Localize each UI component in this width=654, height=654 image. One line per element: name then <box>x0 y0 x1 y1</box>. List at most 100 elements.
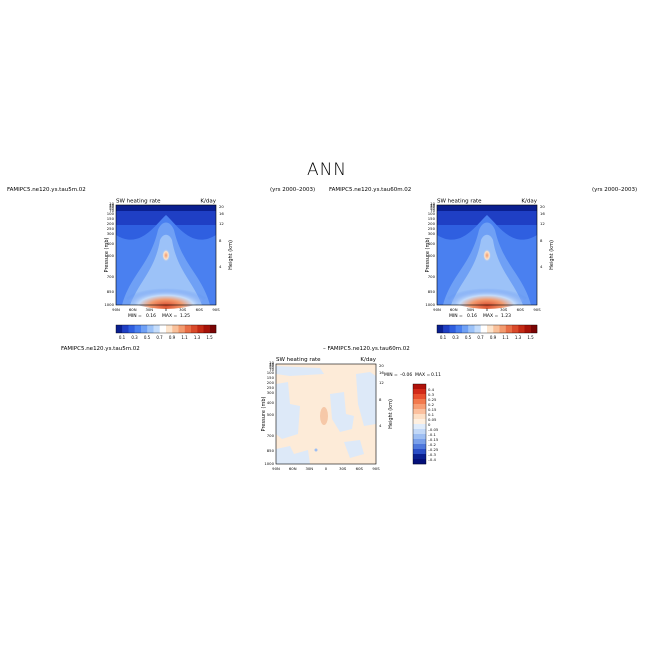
colorbar-swatch <box>413 404 426 410</box>
panel3-cb-label: 0.1 <box>428 412 435 417</box>
panel1-max-value: 1.25 <box>180 313 190 319</box>
panel1-xtick-90S: 90S <box>212 307 220 312</box>
panel1-ytick-30: 30 <box>109 204 114 209</box>
panel3-max-label: MAX = <box>415 372 430 378</box>
colorbar-swatch <box>197 325 204 333</box>
panel2-xtick-30N: 30N <box>466 307 474 312</box>
panel1-ytick-250: 250 <box>107 226 115 231</box>
colorbar-swatch <box>413 434 426 440</box>
colorbar-swatch <box>449 325 456 333</box>
colorbar-swatch <box>166 325 173 333</box>
panel1-y2-ticks: 4 8 12 16 20 <box>219 204 224 269</box>
panel1-years-label: (yrs 2000–2003) <box>270 187 316 193</box>
panel3-cb-label: 0.4 <box>428 387 435 392</box>
colorbar-swatch <box>209 325 217 333</box>
panel1-cb-label: 0.7 <box>156 335 163 340</box>
colorbar-swatch <box>413 384 426 390</box>
colorbar-swatch <box>437 325 444 333</box>
panel2-ytick-500: 500 <box>428 253 436 258</box>
panel2-xtick-60N: 60N <box>450 307 458 312</box>
panel3-y2tick-12: 12 <box>379 380 384 385</box>
panel1-ytick-150: 150 <box>107 216 115 221</box>
colorbar-swatch <box>413 414 426 420</box>
panel3-max-value: 0.11 <box>431 372 441 378</box>
colorbar-swatch <box>134 325 142 333</box>
panel1-xtick-60S: 60S <box>196 307 204 312</box>
panel2-min-value: 0.16 <box>467 313 477 319</box>
panel3-y2-ticks: 4 8 12 16 20 <box>379 363 384 428</box>
panel2-ytick-1000: 1000 <box>425 302 435 307</box>
colorbar-frame <box>436 324 538 334</box>
panel2-y2-ticks: 4 8 12 16 20 <box>540 204 545 269</box>
panel2-ytick-70: 70 <box>430 208 435 213</box>
panel1-cb-label: 1.3 <box>194 335 201 340</box>
panel2-units-label: K/day <box>521 199 537 205</box>
panel1-cb-label: 1.1 <box>181 335 188 340</box>
colorbar-swatch <box>413 454 426 460</box>
panel2-cb-label: 0.5 <box>465 335 472 340</box>
panel1-y2tick-4: 4 <box>219 264 222 269</box>
panel3-ytick-400: 400 <box>267 400 275 405</box>
colorbar-swatch <box>128 325 135 333</box>
panel2-y2tick-20: 20 <box>540 204 545 209</box>
panel3-ytick-70: 70 <box>269 367 274 372</box>
panel2-y2tick-4: 4 <box>540 264 543 269</box>
panel3-cb-label: 0.25 <box>428 397 437 402</box>
panel1-ytick-850: 850 <box>107 289 115 294</box>
panel2-cb-label: 1.3 <box>515 335 522 340</box>
panel3-y2label: Height (km) <box>388 399 394 429</box>
colorbar-swatch <box>184 325 192 333</box>
panel3-units-label: K/day <box>360 357 376 363</box>
panel1-xtick-0: 0 <box>165 307 168 312</box>
panel3-min-value: –0.06 <box>400 372 412 378</box>
panel3-xtick-90N: 90N <box>272 466 280 471</box>
panel2-xtick-0: 0 <box>486 307 489 312</box>
panel2-ytick-400: 400 <box>428 241 436 246</box>
colorbar-swatch <box>493 325 500 333</box>
panel2-ytick-850: 850 <box>428 289 436 294</box>
colorbar-swatch <box>462 325 469 333</box>
panel1-chart: SW heating rate K/day 1000 850 700 500 4… <box>104 199 234 341</box>
colorbar-swatch <box>147 325 154 333</box>
panel1-plot-area <box>115 204 217 309</box>
panel1-xtick-60N: 60N <box>129 307 137 312</box>
panel2-cb-label: 0.7 <box>477 335 484 340</box>
panel3-cb-label: –0.4 <box>428 457 437 462</box>
panel1-ytick-10: 10 <box>109 201 114 206</box>
panel1-x-ticks: 90N 60N 30N 0 30S 60S 90S <box>112 307 220 312</box>
colorbar-swatch <box>141 325 148 333</box>
colorbar-swatch <box>474 325 481 333</box>
panel2-xtick-30S: 30S <box>500 307 508 312</box>
panel3-minmax: MIN = –0.06 MAX = 0.11 <box>384 372 441 378</box>
panel2-ytick-250: 250 <box>428 226 436 231</box>
panel2-xtick-90S: 90S <box>533 307 541 312</box>
colorbar-swatch <box>413 444 426 450</box>
panel2-cb-label: 0.3 <box>452 335 459 340</box>
panel2-ytick-200: 200 <box>428 221 436 226</box>
panel3-ylabel: Pressure (mb) <box>261 397 267 432</box>
colorbar-swatch <box>413 429 426 435</box>
panel2-ylabel: Pressure (mb) <box>425 238 431 273</box>
panel1-min-value: 0.16 <box>146 313 156 319</box>
panel1-variable-label: SW heating rate <box>116 199 161 205</box>
panel2-xtick-90N: 90N <box>433 307 441 312</box>
panel1-ytick-70: 70 <box>109 208 114 213</box>
panel3-min-label: MIN = <box>384 372 398 378</box>
panel2-colorbar-labels: 0.1 0.3 0.5 0.7 0.9 1.1 1.3 1.5 <box>440 335 534 340</box>
panel2-ytick-150: 150 <box>428 216 436 221</box>
panel2-colorbar <box>436 324 538 334</box>
colorbar-swatch <box>413 419 426 425</box>
colorbar-swatch <box>116 325 123 333</box>
panel1-cb-label: 0.1 <box>119 335 126 340</box>
panel1-xtick-30N: 30N <box>145 307 153 312</box>
panel3-y2tick-8: 8 <box>379 397 382 402</box>
panel2-max-label: MAX = <box>483 313 498 319</box>
panel3-ytick-50: 50 <box>269 365 274 370</box>
panel1-y2tick-8: 8 <box>219 238 222 243</box>
colorbar-swatch <box>512 325 519 333</box>
panel3-cb-label: –0.3 <box>428 452 437 457</box>
panel3-y2tick-4: 4 <box>379 423 382 428</box>
panel1-minmax: MIN = 0.16 MAX = 1.25 <box>128 313 190 319</box>
panel3-variable-label: SW heating rate <box>276 357 321 363</box>
panel1-cb-label: 0.5 <box>144 335 151 340</box>
